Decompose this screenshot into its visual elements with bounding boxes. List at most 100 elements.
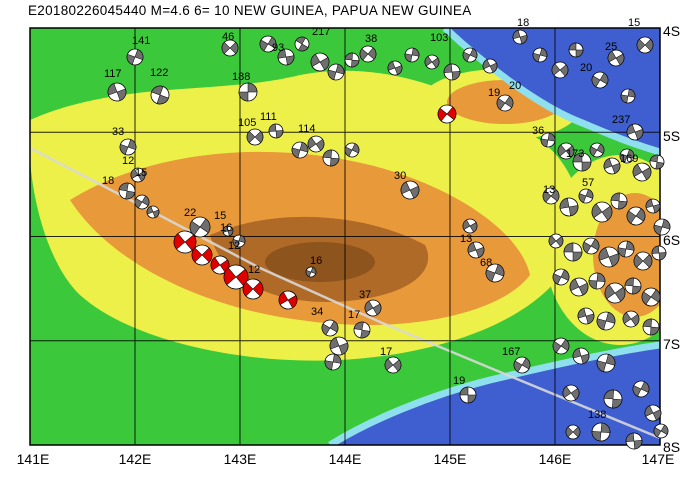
beachball-gray bbox=[632, 162, 652, 182]
beachball-gray bbox=[563, 242, 583, 262]
ocean-gulf bbox=[330, 345, 660, 445]
beachball-gray bbox=[619, 148, 635, 164]
beachball-gray bbox=[552, 337, 570, 355]
beachball-gray bbox=[624, 277, 642, 295]
beachball-gray bbox=[496, 94, 514, 112]
y-tick-8s: 8S bbox=[663, 439, 681, 455]
beachball-gray bbox=[324, 353, 342, 371]
beachball-gray bbox=[603, 157, 621, 175]
peak-brown-zone bbox=[265, 242, 375, 282]
beachball-gray bbox=[552, 268, 570, 286]
depth-label: 18 bbox=[517, 17, 529, 29]
beachball-red bbox=[191, 244, 213, 266]
beachball-gray bbox=[344, 142, 360, 158]
x-tick-144e: 144E bbox=[328, 451, 362, 467]
beachball-gray bbox=[577, 307, 595, 325]
beachball-gray bbox=[562, 384, 580, 402]
beachball-gray bbox=[578, 188, 594, 204]
depth-label: 15 bbox=[135, 167, 147, 179]
coast-fringe-northeast bbox=[442, 28, 660, 156]
beachball-gray bbox=[604, 282, 626, 304]
y-tick-6s: 6S bbox=[663, 232, 681, 248]
beachball-gray bbox=[238, 82, 258, 102]
beachball-gray bbox=[462, 218, 478, 234]
depth-label: 173 bbox=[566, 148, 584, 160]
beachball-red bbox=[242, 278, 264, 300]
beachball-gray bbox=[591, 71, 609, 89]
beachball-gray bbox=[485, 263, 505, 283]
beachball-gray bbox=[222, 225, 234, 237]
beachball-gray bbox=[540, 132, 556, 148]
depth-label: 33 bbox=[112, 126, 124, 138]
depth-label: 57 bbox=[582, 177, 594, 189]
beachball-gray bbox=[596, 311, 616, 331]
beachball-gray bbox=[277, 48, 295, 66]
beachball-gray bbox=[588, 272, 606, 290]
beachball-gray bbox=[359, 45, 377, 63]
beachball-gray bbox=[512, 29, 528, 45]
depth-label: 141 bbox=[132, 35, 150, 47]
beachball-gray bbox=[305, 266, 317, 278]
beachball-gray bbox=[189, 216, 211, 238]
depth-label: 93 bbox=[272, 42, 284, 54]
x-tick-146e: 146E bbox=[538, 451, 572, 467]
beachball-gray bbox=[542, 187, 560, 205]
depth-label: 12 bbox=[248, 264, 260, 276]
depth-label: 22 bbox=[184, 207, 196, 219]
beachball-gray bbox=[569, 277, 589, 297]
beachball-gray bbox=[636, 36, 654, 54]
beachball-gray bbox=[384, 356, 402, 374]
beachball-gray bbox=[551, 61, 569, 79]
beachball-gray bbox=[259, 35, 277, 53]
depth-label: 19 bbox=[453, 375, 465, 387]
depth-label: 237 bbox=[612, 114, 630, 126]
beachball-gray bbox=[598, 246, 620, 268]
beachball-gray bbox=[645, 198, 661, 214]
beachball-layer bbox=[107, 29, 671, 450]
beachball-gray bbox=[387, 60, 403, 76]
map-frame bbox=[29, 27, 661, 446]
beachball-gray bbox=[568, 42, 584, 58]
beachball-gray bbox=[291, 141, 309, 159]
beachball-gray bbox=[424, 54, 440, 70]
depth-label: 16 bbox=[310, 255, 322, 267]
beachball-gray bbox=[310, 52, 330, 72]
beachball-gray bbox=[404, 47, 420, 63]
beachball-gray bbox=[632, 380, 650, 398]
beachball-red bbox=[173, 230, 197, 254]
depth-label: 30 bbox=[394, 170, 406, 182]
y-tick-5s: 5S bbox=[663, 128, 681, 144]
beachball-gray bbox=[565, 424, 581, 440]
coast-fringe-gulf bbox=[328, 341, 660, 445]
beachball-gray bbox=[610, 192, 628, 210]
beachball-gray bbox=[443, 63, 461, 81]
beachball-gray bbox=[118, 182, 136, 200]
depth-label: 111 bbox=[260, 111, 277, 123]
depth-label: 20 bbox=[509, 80, 521, 92]
beachball-gray bbox=[482, 58, 498, 74]
beachball-gray bbox=[327, 63, 345, 81]
beachball-gray bbox=[532, 47, 548, 63]
beachball-gray bbox=[641, 287, 661, 307]
depth-label: 217 bbox=[312, 26, 330, 38]
beachball-gray bbox=[467, 241, 485, 259]
beachball-red bbox=[437, 104, 457, 124]
depth-label: 122 bbox=[150, 67, 168, 79]
beachball-gray bbox=[626, 123, 644, 141]
x-tick-143e: 143E bbox=[223, 451, 257, 467]
beachball-gray bbox=[603, 389, 623, 409]
beachball-gray bbox=[649, 154, 665, 170]
beachball-gray bbox=[582, 237, 600, 255]
beachball-gray bbox=[119, 138, 137, 156]
beachball-gray bbox=[150, 85, 170, 105]
beachball-gray bbox=[462, 47, 478, 63]
depth-label: 188 bbox=[232, 71, 250, 83]
x-tick-141e: 141E bbox=[16, 451, 50, 467]
beachball-gray bbox=[130, 167, 146, 183]
depth-label: 12 bbox=[122, 155, 134, 167]
depth-label: 34 bbox=[311, 306, 323, 318]
beachball-gray bbox=[633, 251, 653, 271]
beachball-gray bbox=[246, 128, 264, 146]
beachball-gray bbox=[591, 422, 611, 442]
depth-label: 138 bbox=[588, 409, 606, 421]
